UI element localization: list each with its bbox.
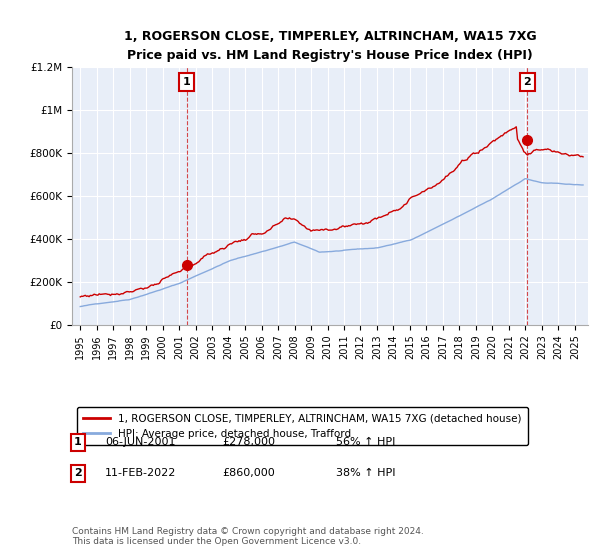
Text: 1: 1: [183, 77, 190, 87]
Text: 11-FEB-2022: 11-FEB-2022: [105, 468, 176, 478]
Text: £860,000: £860,000: [222, 468, 275, 478]
Text: 56% ↑ HPI: 56% ↑ HPI: [336, 437, 395, 447]
Text: 1: 1: [74, 437, 82, 447]
Text: £278,000: £278,000: [222, 437, 275, 447]
Legend: 1, ROGERSON CLOSE, TIMPERLEY, ALTRINCHAM, WA15 7XG (detached house), HPI: Averag: 1, ROGERSON CLOSE, TIMPERLEY, ALTRINCHAM…: [77, 407, 527, 445]
Text: 06-JUN-2001: 06-JUN-2001: [105, 437, 176, 447]
Text: 38% ↑ HPI: 38% ↑ HPI: [336, 468, 395, 478]
Text: 2: 2: [74, 468, 82, 478]
Text: 2: 2: [523, 77, 531, 87]
Title: 1, ROGERSON CLOSE, TIMPERLEY, ALTRINCHAM, WA15 7XG
Price paid vs. HM Land Regist: 1, ROGERSON CLOSE, TIMPERLEY, ALTRINCHAM…: [124, 30, 536, 62]
Text: Contains HM Land Registry data © Crown copyright and database right 2024.
This d: Contains HM Land Registry data © Crown c…: [72, 526, 424, 546]
